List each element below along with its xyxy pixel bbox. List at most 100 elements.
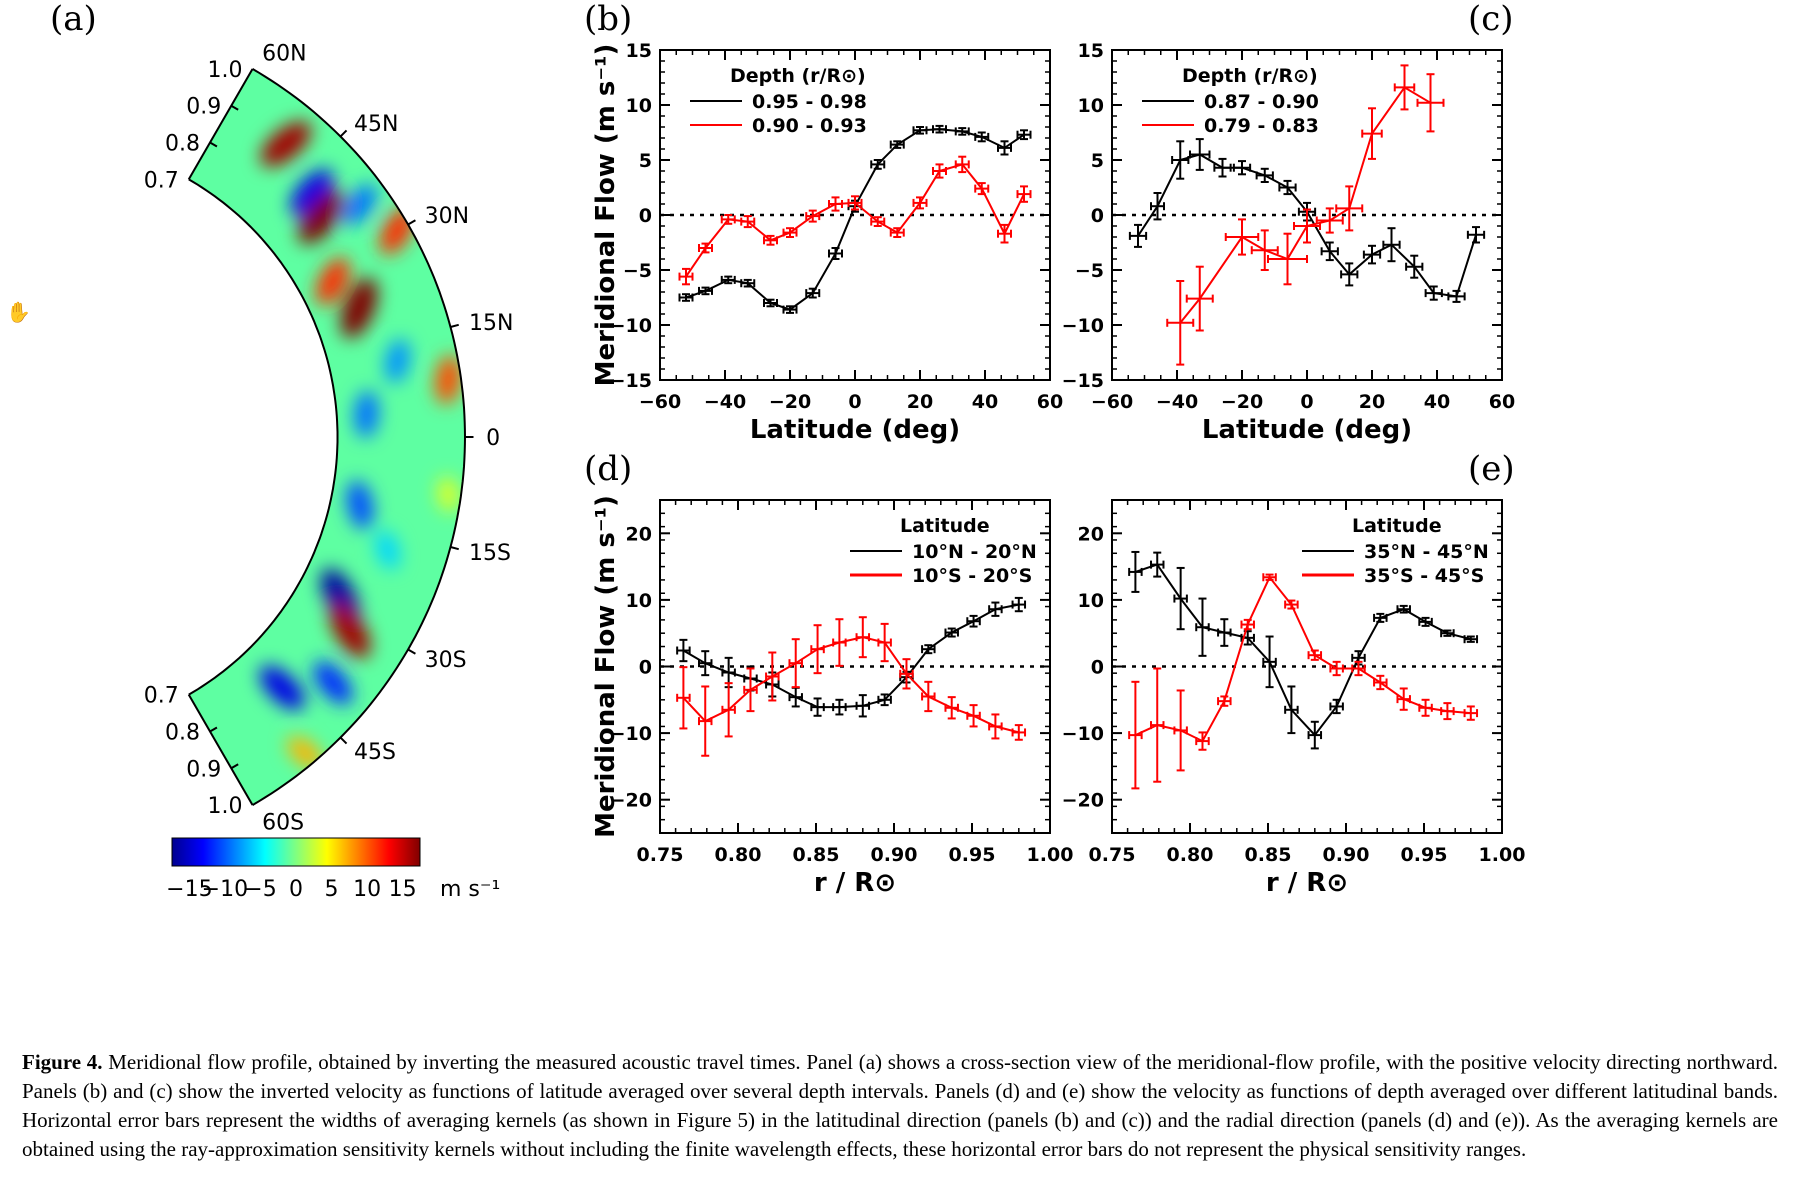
y-tick-label: −10 xyxy=(610,315,652,337)
data-point xyxy=(1373,612,1388,623)
x-axis-label: r / R⊙ xyxy=(814,868,896,898)
data-point xyxy=(954,127,970,136)
data-point xyxy=(805,209,821,223)
y-tick-label: −10 xyxy=(1062,315,1104,337)
flow-cell xyxy=(313,661,353,705)
series-black xyxy=(678,124,1032,314)
flow-cell xyxy=(340,277,378,339)
data-point xyxy=(1195,597,1210,657)
latitude-tick xyxy=(450,323,459,328)
latitude-label: 15N xyxy=(469,311,513,336)
series-line xyxy=(682,603,1019,709)
data-point xyxy=(765,651,780,702)
data-point xyxy=(1150,667,1165,783)
data-point xyxy=(988,601,1003,617)
series-red xyxy=(1128,573,1479,790)
flow-heatmap xyxy=(188,68,466,806)
y-tick-label: −10 xyxy=(1062,723,1104,745)
x-axis-label: Latitude (deg) xyxy=(750,415,960,445)
colorbar-tick-label: 15 xyxy=(389,877,417,902)
y-tick-label: −5 xyxy=(1075,260,1104,282)
data-point xyxy=(1213,157,1232,178)
flow-cell xyxy=(329,603,371,658)
x-tick-label: 40 xyxy=(1424,391,1450,413)
y-tick-label: 0 xyxy=(1091,205,1104,227)
data-point xyxy=(676,638,691,663)
y-tick-label: 0 xyxy=(1091,657,1104,679)
data-point xyxy=(721,682,736,738)
flow-cell xyxy=(290,169,334,216)
latitude-tick xyxy=(450,546,459,551)
series-red xyxy=(678,155,1032,286)
data-point xyxy=(698,685,713,757)
radius-label: 0.8 xyxy=(165,132,200,157)
x-tick-label: −20 xyxy=(1221,391,1263,413)
data-point xyxy=(1284,685,1299,735)
y-tick-label: 15 xyxy=(626,40,652,62)
x-tick-label: 0.75 xyxy=(637,844,684,866)
data-point xyxy=(1320,241,1339,262)
y-tick-label: 20 xyxy=(1078,523,1104,545)
flow-cell xyxy=(298,190,345,245)
data-point xyxy=(782,305,798,314)
radius-label: 1.0 xyxy=(208,58,243,83)
colorbar-tick-label: 0 xyxy=(289,877,303,902)
colorbar xyxy=(171,837,421,867)
data-point xyxy=(877,693,892,707)
series-line xyxy=(1135,563,1472,737)
heatmap-background xyxy=(188,68,466,806)
legend: Latitude 35°N - 45°N35°S - 45°S xyxy=(1302,515,1489,587)
data-point xyxy=(1195,731,1210,751)
data-point xyxy=(1329,660,1344,677)
legend-entry: 35°N - 45°N xyxy=(1364,541,1489,563)
panel-letter-e: (e) xyxy=(1468,449,1515,489)
data-point xyxy=(1351,660,1366,677)
data-point xyxy=(1262,635,1277,689)
legend: Depth (r/R⊙) 0.95 - 0.980.90 - 0.93 xyxy=(690,65,867,137)
data-point xyxy=(1440,702,1455,721)
flow-cell xyxy=(354,390,379,438)
data-point xyxy=(720,214,736,225)
data-point xyxy=(1405,254,1424,279)
x-tick-label: 0.85 xyxy=(1245,844,1292,866)
data-point xyxy=(788,638,803,689)
data-point xyxy=(676,666,691,730)
data-point xyxy=(847,195,863,211)
x-tick-label: 0.95 xyxy=(1401,844,1448,866)
data-point xyxy=(740,278,756,288)
data-point xyxy=(810,697,825,717)
data-point xyxy=(1424,285,1443,301)
inner-boundary-arc xyxy=(188,178,339,696)
data-point xyxy=(912,196,928,210)
legend-title: Depth (r/R⊙) xyxy=(1182,65,1318,87)
panel-letter-c: (c) xyxy=(1468,0,1514,39)
radial-axis xyxy=(187,68,254,180)
data-point xyxy=(889,140,905,149)
legend-entry: 10°N - 20°N xyxy=(912,541,1037,563)
y-tick-label: −5 xyxy=(623,260,652,282)
panel-letter-b: (b) xyxy=(584,0,632,39)
radius-label: 0.9 xyxy=(186,95,221,120)
data-point xyxy=(1250,229,1279,271)
legend-entry: 0.90 - 0.93 xyxy=(752,115,867,137)
x-axis-label: Latitude (deg) xyxy=(1202,415,1412,445)
latitude-label: 45N xyxy=(354,112,398,137)
data-point xyxy=(743,667,758,713)
y-axis-label: Meridional Flow (m s⁻¹) xyxy=(591,44,621,387)
heatmap-outline xyxy=(187,68,474,806)
data-point xyxy=(1185,265,1214,332)
data-point xyxy=(1128,680,1143,790)
x-tick-label: −60 xyxy=(639,391,681,413)
y-tick-label: 10 xyxy=(626,95,652,117)
data-point xyxy=(1128,223,1148,248)
x-tick-label: 0 xyxy=(848,391,861,413)
latitude-label: 15S xyxy=(469,541,511,566)
data-point xyxy=(1016,129,1032,141)
flow-cell xyxy=(260,121,312,167)
y-tick-label: 5 xyxy=(639,150,652,172)
latitude-label: 0 xyxy=(486,426,500,451)
radius-label: 1.0 xyxy=(208,794,243,819)
data-point xyxy=(1293,208,1321,244)
data-point xyxy=(870,159,886,170)
